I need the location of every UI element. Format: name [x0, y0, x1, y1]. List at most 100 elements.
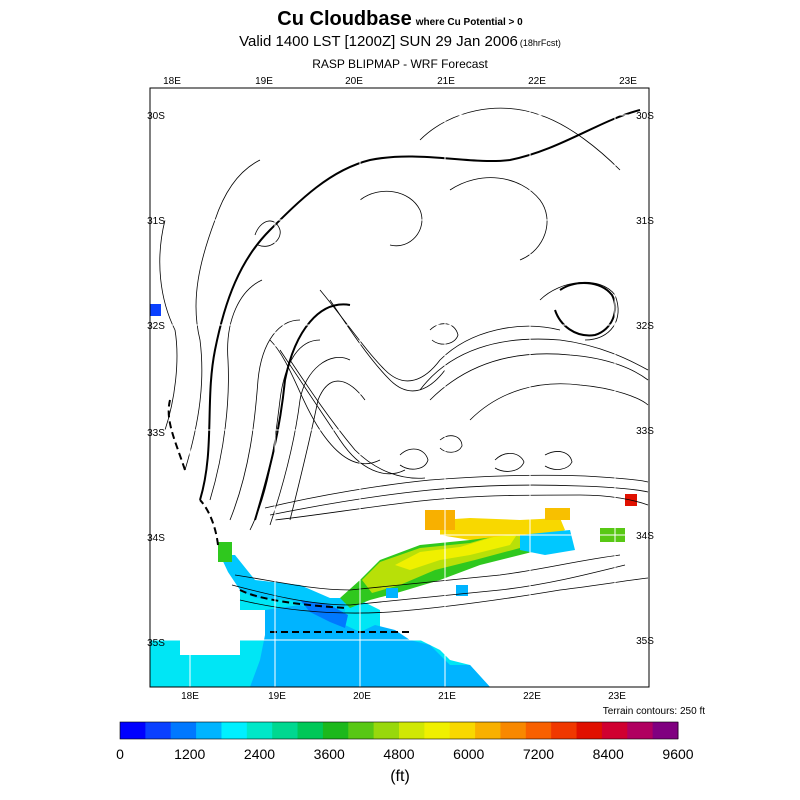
terrain-contour	[269, 484, 649, 516]
cloudbase-cell	[386, 588, 398, 598]
terrain-contour	[319, 289, 561, 382]
colorbar-swatch	[373, 722, 400, 739]
terrain-contour-note: Terrain contours: 250 ft	[602, 706, 705, 717]
colorbar-tick-label: 7200	[522, 746, 555, 762]
latitude-label-right: 34S	[636, 531, 654, 542]
longitude-label-bottom: 20E	[353, 691, 371, 702]
colorbar-swatch	[246, 722, 273, 739]
colorbar-frame	[119, 721, 679, 740]
cloudbase-cell	[395, 530, 520, 570]
terrain-contour	[239, 577, 649, 614]
longitude-label-top: 19E	[255, 76, 273, 87]
longitude-label-bottom: 19E	[268, 691, 286, 702]
terrain-contour-major	[199, 109, 641, 501]
colorbar-swatch	[297, 722, 324, 739]
latitude-label-right: 33S	[636, 426, 654, 437]
map-frame	[149, 87, 650, 688]
colorbar-swatch	[449, 722, 476, 739]
terrain-contour	[469, 383, 649, 421]
colorbar-tick-label: 9600	[662, 746, 694, 762]
terrain-contour	[269, 357, 351, 526]
terrain-contour	[539, 281, 619, 341]
cloudbase-cell	[545, 508, 570, 520]
cloudbase-cell	[218, 542, 232, 562]
cloudbase-cell	[425, 510, 455, 530]
colorbar-swatch	[322, 722, 349, 739]
latitude-label-left: 32S	[147, 321, 165, 332]
terrain-contour	[419, 338, 649, 391]
colorbar-swatch	[170, 722, 197, 739]
colorbar-swatch	[576, 722, 603, 739]
terrain-contour-major	[554, 282, 617, 337]
map-title: Cu Cloudbase where Cu Potential > 0	[0, 8, 800, 31]
terrain-contour	[249, 339, 321, 531]
colorbar-tick-label: 0	[116, 746, 124, 762]
colorbar-swatch	[348, 722, 375, 739]
valid-text: Valid 1400 LST [1200Z] SUN 29 Jan 2006	[239, 33, 518, 50]
longitude-label-bottom: 18E	[181, 691, 199, 702]
latitude-label-left: 34S	[147, 533, 165, 544]
colorbar-tick-label: 6000	[453, 746, 485, 762]
colorbar-tick-label: 8400	[592, 746, 624, 762]
terrain-contour	[449, 177, 548, 261]
map-subtitle: RASP BLIPMAP - WRF Forecast	[312, 57, 488, 71]
latitude-label-left: 31S	[147, 216, 165, 227]
terrain-contour	[329, 299, 446, 392]
latitude-label-right: 35S	[636, 636, 654, 647]
terrain-contour	[399, 448, 429, 470]
colorbar-swatch	[424, 722, 451, 739]
colorbar-swatch	[601, 722, 628, 739]
coordinate-labels: 18E 19E 20E 21E 22E 23E 18E 19E 20E 21E 22E 23E 30S 3…	[147, 76, 654, 702]
cloudbase-cell	[220, 555, 345, 612]
terrain-contour	[231, 564, 626, 606]
title-main: Cu Cloudbase	[277, 8, 412, 30]
valid-time: Valid 1400 LST [1200Z] SUN 29 Jan 2006 (1…	[0, 33, 800, 50]
terrain-contour	[494, 453, 525, 472]
cloudbase-cell	[250, 605, 490, 687]
longitude-label-bottom: 21E	[438, 691, 456, 702]
colorbar-swatch	[272, 722, 299, 739]
forecast-hours: (18hrFcst)	[519, 38, 561, 48]
latitude-label-right: 30S	[636, 111, 654, 122]
longitude-label-top: 23E	[619, 76, 637, 87]
colorbar-swatch	[500, 722, 527, 739]
latitude-label-left: 30S	[147, 111, 165, 122]
latitude-label-left: 35S	[147, 638, 165, 649]
colorbar-tick-label: 4800	[383, 746, 415, 762]
latitude-label-left: 33S	[147, 428, 165, 439]
cloudbase-cell	[520, 530, 575, 555]
terrain-contour	[289, 380, 366, 521]
longitude-label-top: 18E	[163, 76, 181, 87]
cloudbase-cell	[300, 600, 348, 628]
terrain-contour	[429, 323, 459, 345]
colorbar-unit: (ft)	[390, 768, 410, 785]
colorbar-tick-label: 2400	[243, 746, 276, 762]
terrain-contour	[264, 474, 649, 509]
colorbar-swatch	[221, 722, 248, 739]
colorbar-swatch	[627, 722, 654, 739]
terrain-contour	[429, 353, 649, 401]
terrain-contour	[274, 494, 649, 521]
longitude-label-top: 21E	[437, 76, 455, 87]
latitude-label-right: 31S	[636, 216, 654, 227]
terrain-contour	[209, 279, 263, 501]
colorbar-swatch	[652, 722, 679, 739]
terrain-contour	[159, 219, 178, 431]
terrain-contour	[419, 107, 621, 171]
terrain-contour	[269, 339, 381, 465]
colorbar	[119, 721, 679, 740]
terrain-contour	[184, 159, 261, 471]
colorbar-swatch	[120, 722, 146, 739]
terrain-contour	[229, 319, 301, 521]
longitude-label-top: 22E	[528, 76, 546, 87]
colorbar-swatch	[399, 722, 425, 739]
terrain-contour	[359, 191, 423, 247]
graticule	[150, 88, 649, 687]
longitude-label-bottom: 22E	[523, 691, 541, 702]
terrain-contour	[289, 359, 426, 479]
longitude-label-bottom: 23E	[608, 691, 626, 702]
latitude-label-right: 32S	[636, 321, 654, 332]
colorbar-swatch	[196, 722, 222, 739]
terrain-contour	[254, 220, 281, 247]
